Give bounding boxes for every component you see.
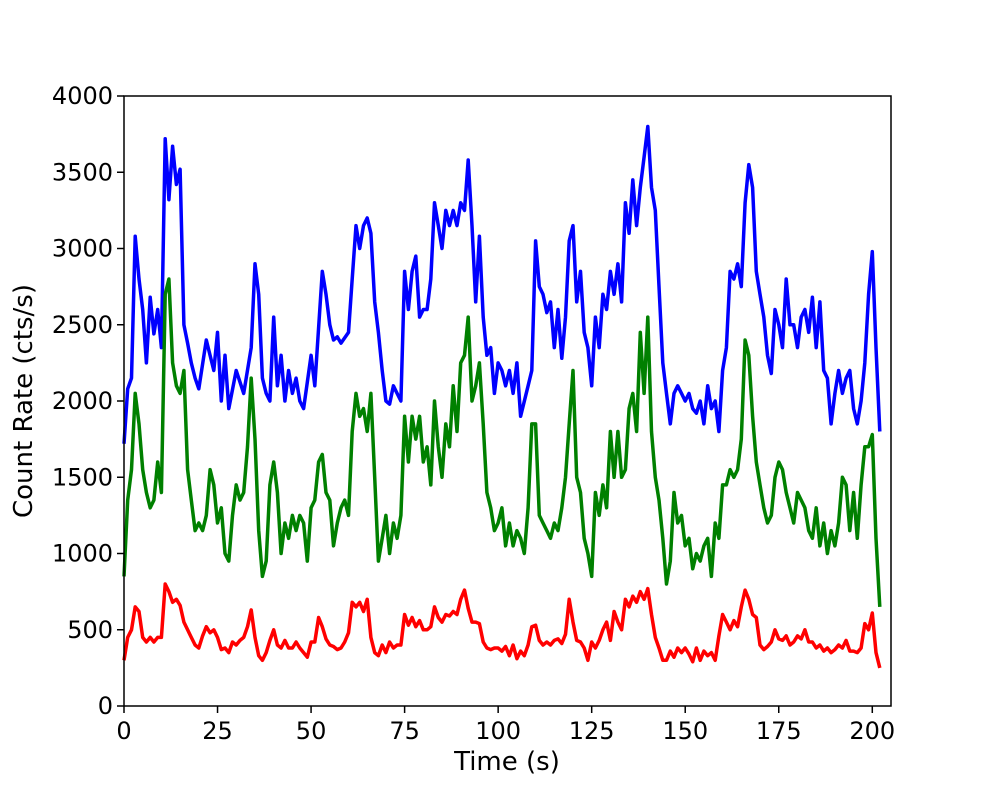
y-axis-title: Count Rate (cts/s) (9, 284, 39, 518)
x-tick-label: 75 (389, 717, 420, 745)
y-tick-label: 3000 (52, 235, 113, 263)
x-tick-label: 175 (756, 717, 802, 745)
series-line-2 (122, 277, 882, 607)
y-tick-label: 3500 (52, 158, 113, 186)
y-tick-label: 4000 (52, 82, 113, 110)
plot-frame (123, 95, 892, 707)
x-tick-label: 200 (849, 717, 895, 745)
series-layer (122, 124, 882, 669)
y-tick-label: 1000 (52, 540, 113, 568)
x-tick-label: 50 (296, 717, 327, 745)
y-tick-label: 0 (98, 692, 113, 720)
x-tick-label: 25 (202, 717, 233, 745)
ticks-layer: 0 25 50 75 100 125 150 175 200050010001500200025… (52, 82, 895, 745)
x-axis-title: Time (s) (453, 747, 560, 777)
x-tick-label: 150 (662, 717, 708, 745)
y-tick-label: 1500 (52, 463, 113, 491)
y-tick-label: 2500 (52, 311, 113, 339)
x-tick-label: 125 (569, 717, 615, 745)
x-tick-label: 100 (475, 717, 521, 745)
y-tick-label: 500 (67, 616, 113, 644)
series-line-1 (122, 124, 882, 444)
series-line-3 (122, 582, 882, 669)
y-tick-label: 2000 (52, 387, 113, 415)
x-tick-label: 0 (116, 717, 131, 745)
